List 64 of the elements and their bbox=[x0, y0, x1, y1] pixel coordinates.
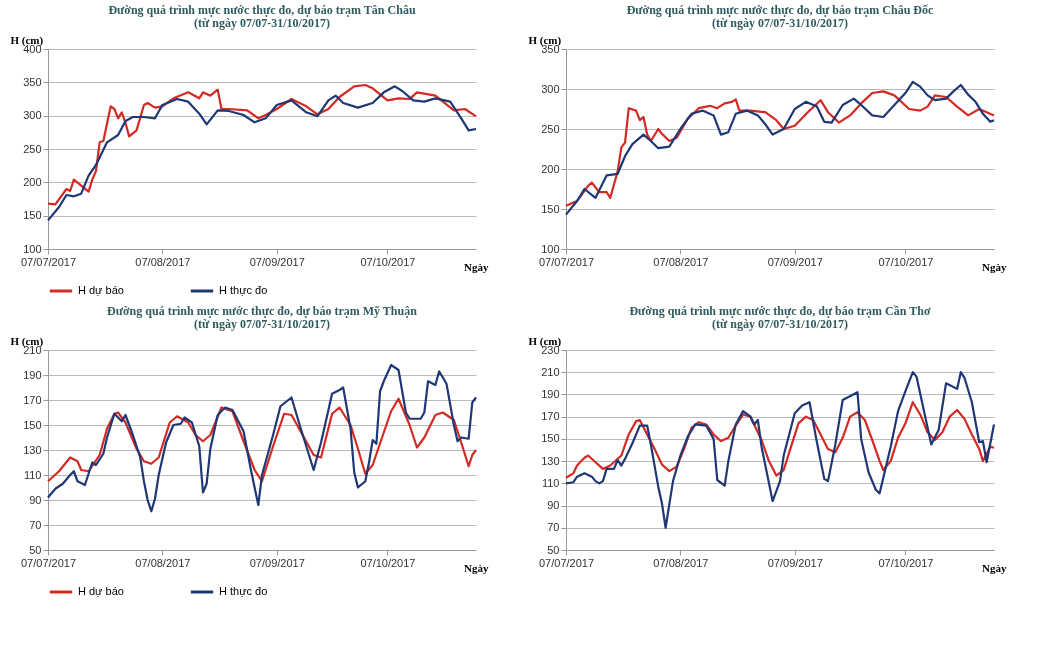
x-tick-label: 07/07/2017 bbox=[20, 556, 77, 569]
line-series bbox=[564, 401, 996, 479]
x-tick-label: 07/09/2017 bbox=[249, 255, 305, 268]
chart-subtitle: (từ ngày 07/07-31/10/2017) bbox=[194, 16, 330, 30]
y-tick-label: 50 bbox=[29, 543, 42, 556]
x-axis-title: Ngày bbox=[464, 260, 489, 273]
x-tick-label: 07/10/2017 bbox=[878, 255, 934, 268]
chart-title: Đường quá trình mực nước thực đo, dự báo trạm Mỹ Thuận bbox=[107, 304, 418, 318]
y-tick-label: 150 bbox=[541, 432, 560, 445]
y-tick-label: 70 bbox=[29, 518, 42, 531]
y-tick-label: 350 bbox=[23, 75, 42, 88]
x-axis-title: Ngày bbox=[982, 260, 1007, 273]
legend-label: H thực đo bbox=[219, 284, 268, 296]
x-tick-label: 07/10/2017 bbox=[878, 556, 934, 569]
y-tick-label: 50 bbox=[547, 543, 560, 556]
y-tick-label: 210 bbox=[541, 365, 560, 378]
chart-title: Đường quá trình mực nước thực đo, dự báo trạm Tân Châu bbox=[108, 3, 416, 17]
chart-title: Đường quá trình mực nước thực đo, dự báo trạm Châu Đốc bbox=[626, 3, 934, 17]
y-tick-label: 100 bbox=[23, 242, 42, 255]
x-axis-title: Ngày bbox=[464, 561, 489, 574]
line-series bbox=[46, 397, 478, 483]
legend-label: H dự báo bbox=[78, 284, 124, 296]
chart-subtitle: (từ ngày 07/07-31/10/2017) bbox=[194, 317, 330, 331]
legend-label: H dự báo bbox=[78, 585, 124, 597]
y-tick-label: 70 bbox=[547, 521, 560, 534]
y-tick-label: 150 bbox=[23, 209, 42, 222]
y-tick-label: 300 bbox=[23, 109, 42, 122]
y-tick-label: 110 bbox=[23, 468, 42, 481]
x-tick-label: 07/09/2017 bbox=[249, 556, 305, 569]
y-tick-label: 170 bbox=[541, 410, 560, 423]
y-tick-label: 300 bbox=[541, 82, 560, 95]
x-tick-label: 07/08/2017 bbox=[135, 556, 191, 569]
x-tick-label: 07/10/2017 bbox=[360, 556, 416, 569]
y-tick-label: 200 bbox=[541, 162, 560, 175]
y-tick-label: 250 bbox=[23, 142, 42, 155]
x-tick-label: 07/08/2017 bbox=[135, 255, 191, 268]
chart-subtitle: (từ ngày 07/07-31/10/2017) bbox=[712, 16, 848, 30]
y-tick-label: 190 bbox=[541, 387, 560, 400]
line-series bbox=[46, 363, 478, 513]
y-tick-label: 200 bbox=[23, 175, 42, 188]
y-tick-label: 150 bbox=[541, 202, 560, 215]
y-tick-label: 130 bbox=[541, 454, 560, 467]
y-tick-label: 90 bbox=[29, 493, 42, 506]
chart-title: Đường quá trình mực nước thực đo, dự báo trạm Cần Thơ bbox=[629, 304, 931, 318]
x-axis-title: Ngày bbox=[982, 561, 1007, 574]
x-tick-label: 07/07/2017 bbox=[20, 255, 77, 268]
y-tick-label: 250 bbox=[541, 122, 560, 135]
x-tick-label: 07/10/2017 bbox=[360, 255, 416, 268]
y-tick-label: 150 bbox=[23, 418, 42, 431]
y-tick-label: 130 bbox=[23, 443, 42, 456]
x-tick-label: 07/07/2017 bbox=[538, 556, 595, 569]
chart-subtitle: (từ ngày 07/07-31/10/2017) bbox=[712, 317, 848, 331]
x-tick-label: 07/09/2017 bbox=[767, 255, 823, 268]
y-tick-label: 190 bbox=[23, 368, 42, 381]
x-tick-label: 07/09/2017 bbox=[767, 556, 823, 569]
x-tick-label: 07/08/2017 bbox=[653, 556, 709, 569]
y-tick-label: 170 bbox=[23, 393, 42, 406]
y-tick-label: 100 bbox=[541, 242, 560, 255]
x-tick-label: 07/08/2017 bbox=[653, 255, 709, 268]
line-series bbox=[564, 371, 996, 529]
y-tick-label: 110 bbox=[541, 476, 560, 489]
x-tick-label: 07/07/2017 bbox=[538, 255, 595, 268]
legend-label: H thực đo bbox=[219, 585, 268, 597]
y-tick-label: 90 bbox=[547, 499, 560, 512]
